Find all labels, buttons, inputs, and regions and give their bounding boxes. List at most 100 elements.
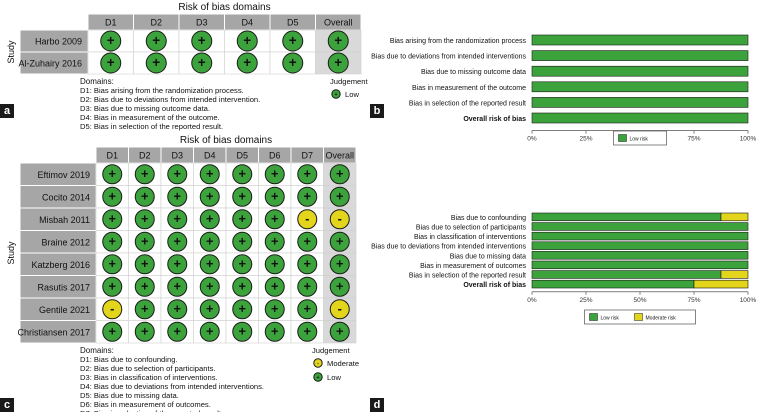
panel-d-legend-label: Moderate risk [646,316,677,322]
panel-d-category-label: Bias in classification of interventions [414,234,527,241]
panel-c-judgement-circle [199,254,220,275]
panel-c-judgement-symbol: + [206,211,213,226]
panel-b-bar [531,112,749,124]
panel-c-judgement-symbol: + [239,189,246,204]
panel-b-category-label: Bias in selection of the reported result [409,100,526,107]
panel-c-judgement-circle [264,276,285,297]
panel-c-judgement-circle [264,231,285,252]
panel-c-study-label: Christiansen 2017 [17,327,90,337]
panel-c-judgement-circle [134,231,155,252]
panel-a-judgement-symbol: + [152,55,160,70]
panel-c-study-label: Gentile 2021 [39,305,90,315]
panel-c-judgement-circle [102,321,123,342]
panel-c-judgement-symbol: + [174,324,181,339]
panel-c-study-label: Braine 2012 [41,237,90,247]
panel-a-judgement-circle [282,30,304,52]
panel-a-column-header: D4 [241,18,253,28]
panel-a-judgement-circle [327,52,349,74]
panel-c-judgement-symbol: + [239,324,246,339]
panel-c-judgement-circle [329,164,350,185]
panel-c-judgement-symbol: + [336,256,343,271]
panel-c-legend-circle [313,372,323,382]
panel-c-judgement-symbol: + [174,166,181,181]
panel-c-judgement-symbol: + [141,234,148,249]
panel-c-judgement-circle [297,164,318,185]
panel-c-judgement-symbol: + [206,189,213,204]
panel-a-domain-item: D2: Bias due to deviations from intended… [80,95,260,104]
panel-d-tick-label: 25% [579,297,592,304]
panel-label-c: c [0,398,14,412]
panel-c-judgement-symbol: + [141,211,148,226]
panel-d-bar [720,212,749,222]
panel-a-study-label: Harbo 2009 [35,37,82,47]
panel-c-judgement-symbol: + [109,166,116,181]
panel-c-judgement-circle [329,254,350,275]
panel-c-column-header: D3 [171,151,183,161]
panel-c-judgement-symbol: + [141,189,148,204]
panel-b-bar [531,34,749,46]
panel-b-tick-label: 25% [579,136,592,143]
panel-c-judgement-circle [167,254,188,275]
panel-c-domain-item: D3: Bias in classification of interventi… [80,373,218,382]
panel-a-judgement-symbol: + [334,33,342,48]
panel-b-tick-label: 75% [687,136,700,143]
panel-d-bar [531,260,749,270]
panel-c-judgement-circle [102,299,123,320]
panel-c-judgement-symbol: + [174,234,181,249]
panel-a-judgement-circle [191,30,213,52]
panel-c-study-label: Katzberg 2016 [31,260,90,270]
panel-b-category-label: Bias due to deviations from intended int… [371,54,526,61]
panel-c-judgement-symbol: + [141,301,148,316]
panel-a-judgement-circle [327,30,349,52]
panel-c-judgement-circle [297,186,318,207]
panel-c-judgement-symbol: + [271,234,278,249]
panel-c-judgement-circle [134,299,155,320]
panel-b-category-label: Overall risk of bias [463,116,526,123]
panel-c-judgement-circle [102,276,123,297]
panel-c-judgement-circle [134,276,155,297]
panel-c-judgement-symbol: + [304,166,311,181]
panel-d-category-label: Overall risk of bias [463,282,526,289]
panel-c-judgement-symbol: + [271,324,278,339]
panel-a-column-header: Overall [324,18,353,28]
panel-c-judgement-circle [134,164,155,185]
panel-c-judgement-symbol: + [239,279,246,294]
panel-c-judgement-symbol: + [304,279,311,294]
panel-c-judgement-circle [264,254,285,275]
panel-c-judgement-circle [232,321,253,342]
panel-a-column-header: D2 [150,18,162,28]
panel-c-legend-label: Low [327,373,341,382]
panel-c-judgement-circle [297,231,318,252]
panel-a-judgement-symbol: + [289,55,297,70]
panel-c-judgement-circle [167,209,188,230]
panel-d-category-label: Bias in measurement of outcomes [420,263,526,270]
panel-c-column-header: D6 [269,151,281,161]
panel-c-judgement-symbol: + [206,301,213,316]
panel-b-bar [531,97,749,108]
panel-c-domain-item: D5: Bias due to missing data. [80,391,179,400]
panel-c-domain-item: D4: Bias due to deviations from intended… [80,382,264,391]
panel-d-bar [693,279,749,289]
panel-c-judgement-symbol: + [239,256,246,271]
panel-c-judgement-symbol: - [305,211,309,226]
panel-c-judgement-symbol: - [338,301,342,316]
panel-c-column-header: D2 [139,151,151,161]
panel-c-judgement-symbol: + [174,211,181,226]
panel-a-judgement-title: Judgement [330,77,368,86]
panel-c-judgement-symbol: + [109,234,116,249]
panel-d-legend-swatch [634,313,643,321]
panel-c-study-label: Eftimov 2019 [37,170,90,180]
panel-c-judgement-symbol: + [336,279,343,294]
panel-d-bar [531,270,722,279]
panel-c-judgement-symbol: + [304,234,311,249]
panel-c-judgement-symbol: + [271,256,278,271]
panel-c-judgement-circle [134,254,155,275]
panel-c-judgement-symbol: + [239,234,246,249]
panel-c-judgement-symbol: + [206,234,213,249]
panel-c-judgement-circle [102,231,123,252]
panel-c-judgement-symbol: + [271,166,278,181]
panel-d-category-label: Bias due to missing data [450,253,526,260]
panel-label-b: b [370,104,384,118]
panel-c-judgement-symbol: + [271,279,278,294]
panel-d-tick-label: 75% [687,297,700,304]
